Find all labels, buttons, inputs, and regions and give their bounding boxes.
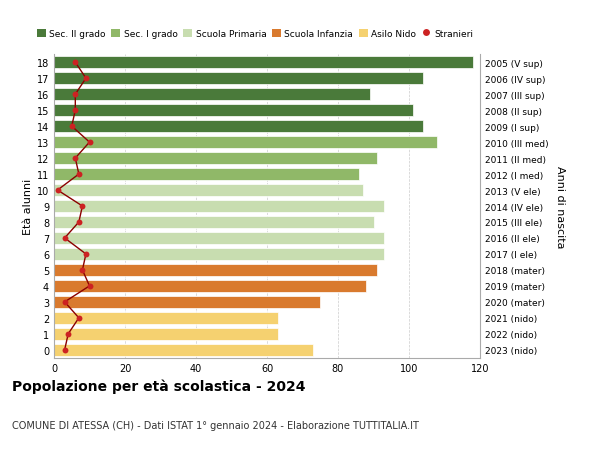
Point: [77, 203, 87, 210]
Y-axis label: Età alunni: Età alunni: [23, 179, 32, 235]
Bar: [54, 216, 373, 229]
Bar: [54, 152, 377, 165]
Bar: [54, 200, 384, 213]
Bar: [54, 264, 377, 276]
Bar: [54, 296, 320, 308]
Bar: [54, 105, 413, 117]
Point: [74, 314, 83, 322]
Bar: [54, 57, 473, 69]
Legend: Sec. II grado, Sec. I grado, Scuola Primaria, Scuola Infanzia, Asilo Nido, Stran: Sec. II grado, Sec. I grado, Scuola Prim…: [33, 26, 477, 42]
Point: [53, 187, 62, 194]
Point: [71, 59, 80, 67]
Bar: [54, 344, 313, 356]
Point: [74, 219, 83, 226]
Point: [64, 330, 73, 338]
Point: [74, 171, 83, 179]
Bar: [54, 89, 370, 101]
Bar: [54, 328, 278, 340]
Point: [71, 155, 80, 162]
Point: [85, 139, 94, 146]
Text: Popolazione per età scolastica - 2024: Popolazione per età scolastica - 2024: [12, 379, 305, 393]
Bar: [54, 185, 363, 197]
Point: [71, 107, 80, 115]
Point: [60, 235, 70, 242]
Point: [81, 251, 91, 258]
Bar: [54, 232, 384, 245]
Text: COMUNE DI ATESSA (CH) - Dati ISTAT 1° gennaio 2024 - Elaborazione TUTTITALIA.IT: COMUNE DI ATESSA (CH) - Dati ISTAT 1° ge…: [12, 420, 419, 430]
Point: [71, 91, 80, 99]
Point: [60, 298, 70, 306]
Bar: [54, 168, 359, 181]
Point: [60, 347, 70, 354]
Point: [85, 283, 94, 290]
Bar: [54, 280, 367, 292]
Point: [67, 123, 77, 130]
Point: [77, 267, 87, 274]
Bar: [54, 121, 423, 133]
Bar: [54, 137, 437, 149]
Bar: [54, 248, 384, 261]
Bar: [54, 312, 278, 325]
Y-axis label: Anni di nascita: Anni di nascita: [555, 165, 565, 248]
Point: [81, 75, 91, 83]
Bar: [54, 73, 423, 85]
